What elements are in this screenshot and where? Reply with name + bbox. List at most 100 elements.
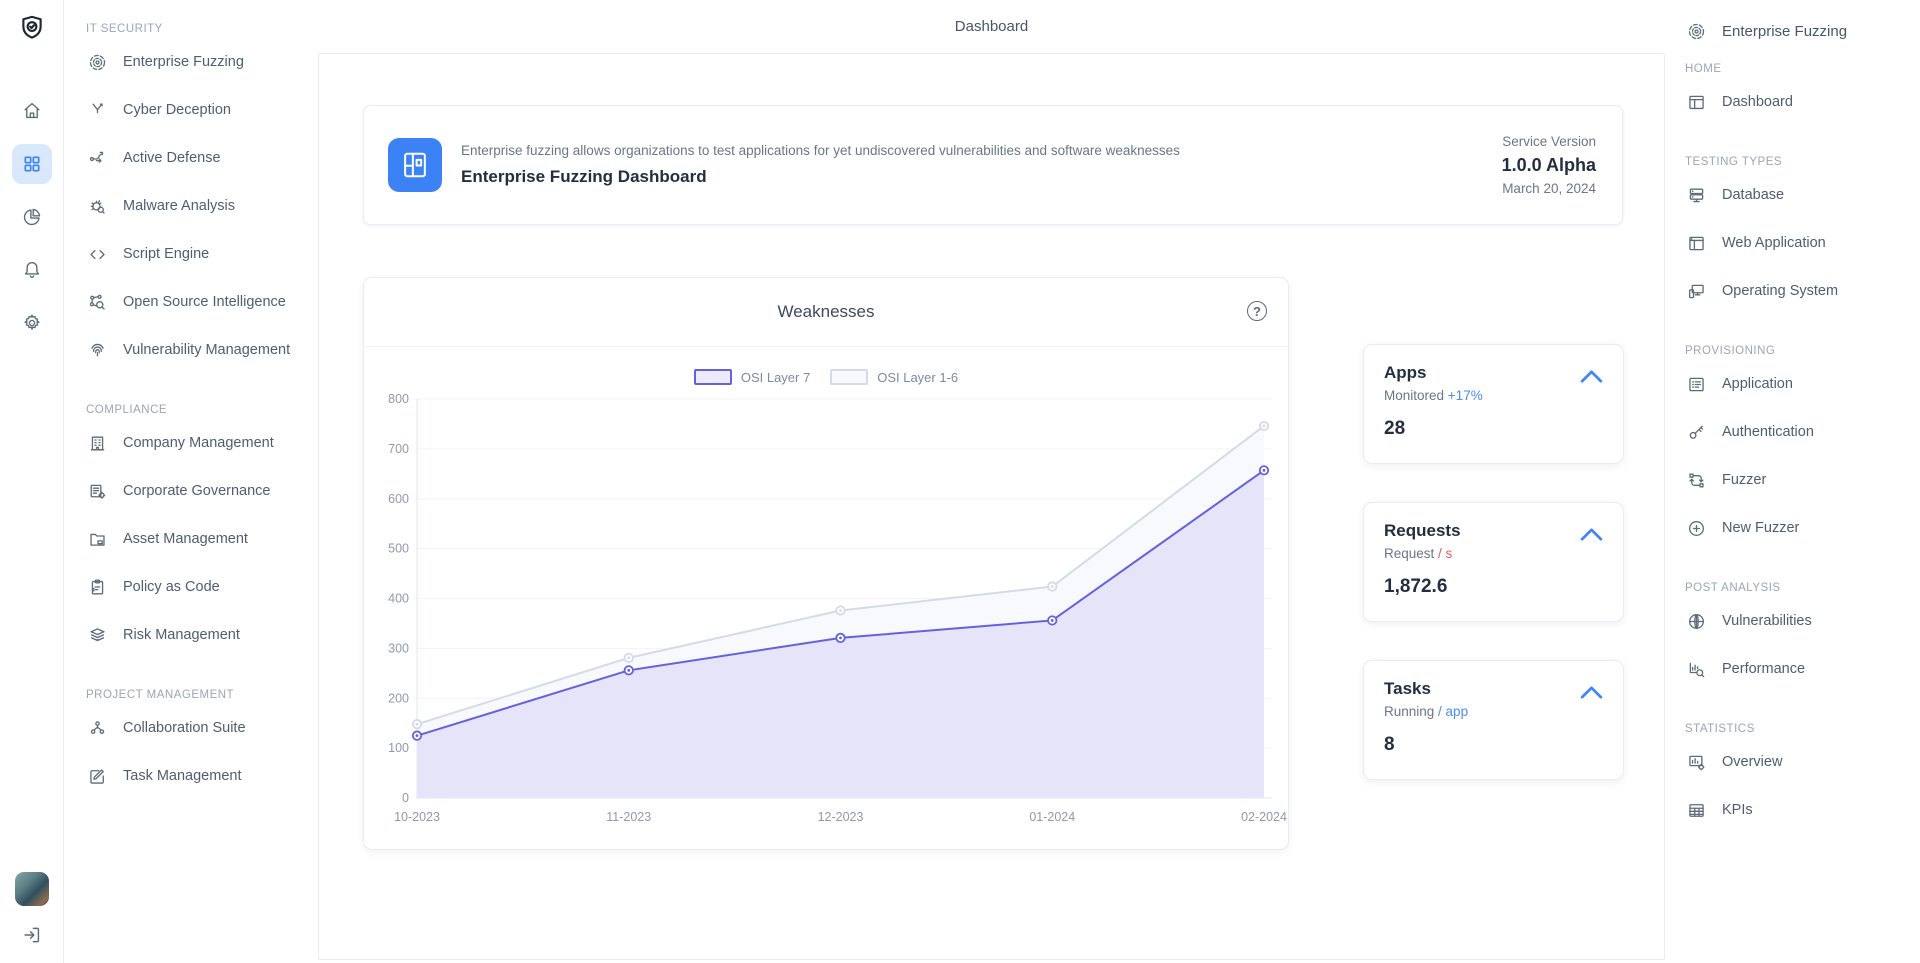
svg-text:01-2024: 01-2024 [1029, 810, 1075, 824]
stat-subtitle: Running / app [1384, 704, 1469, 719]
sidebar-item-task-management[interactable]: Task Management [86, 752, 318, 800]
sidebar-item-label: Task Management [123, 768, 242, 784]
sidebar-item-malware-analysis[interactable]: Malware Analysis [86, 182, 318, 230]
weaknesses-area-chart: 0 100 200 300 400 500 600 700 800 10-2023 11-2023 1… [388, 392, 1287, 824]
svg-text:11-2023: 11-2023 [606, 810, 651, 824]
rightnav-item-performance[interactable]: Performance [1685, 645, 1920, 693]
user-avatar[interactable] [14, 872, 49, 906]
rightnav-item-label: Vulnerabilities [1722, 613, 1812, 629]
fork-icon [86, 99, 108, 121]
rightnav-item-web-application[interactable]: Web Application [1685, 219, 1920, 267]
svg-text:200: 200 [388, 691, 409, 705]
svg-text:400: 400 [388, 592, 409, 606]
netsearch-icon [86, 291, 108, 313]
listbox-icon [1685, 373, 1707, 395]
database-icon [1685, 184, 1707, 206]
legend-item-osi-layer-1-6[interactable]: OSI Layer 1-6 [830, 369, 958, 385]
header-card: Enterprise fuzzing allows organizations … [363, 105, 1623, 225]
stat-cards-column: Apps Monitored +17% 28 Requests Request / s 1… [1363, 277, 1624, 850]
svg-text:100: 100 [388, 741, 409, 755]
layout-icon [1685, 91, 1707, 113]
rail-grid-icon[interactable] [11, 144, 52, 184]
rightnav-item-kpis[interactable]: KPIs [1685, 786, 1920, 834]
sidebar-item-label: Cyber Deception [123, 102, 231, 118]
rightnav-item-label: Fuzzer [1722, 472, 1767, 488]
rightnav-item-label: Performance [1722, 661, 1806, 677]
brand[interactable]: Enterprise Fuzzing [1685, 10, 1920, 52]
layers-icon [86, 624, 108, 646]
help-icon[interactable]: ? [1247, 301, 1267, 321]
right-sidebar: Enterprise Fuzzing HOME Dashboard TESTING … [1665, 0, 1920, 963]
legend-item-osi-layer-7[interactable]: OSI Layer 7 [693, 369, 811, 385]
sidebar-item-script-engine[interactable]: Script Engine [86, 230, 318, 278]
sidebar-item-label: Enterprise Fuzzing [123, 54, 244, 70]
sidebar-item-asset-management[interactable]: Asset Management [86, 515, 318, 563]
stat-card-requests[interactable]: Requests Request / s 1,872.6 [1363, 502, 1624, 622]
sidebar-item-label: Collaboration Suite [123, 720, 246, 736]
rightnav-section-provisioning: PROVISIONING [1685, 345, 1776, 357]
service-version-label: Service Version [1502, 134, 1596, 149]
rightnav-item-dashboard[interactable]: Dashboard [1685, 78, 1920, 126]
sidebar-item-label: Corporate Governance [123, 483, 271, 499]
sidebar-item-active-defense[interactable]: Active Defense [86, 134, 318, 182]
rightnav-item-new-fuzzer[interactable]: New Fuzzer [1685, 504, 1920, 552]
legend-label: OSI Layer 7 [740, 369, 811, 385]
right-nav: HOME Dashboard TESTING TYPES Database Web Ap… [1685, 60, 1920, 834]
icon-rail [0, 0, 64, 963]
stat-card-apps[interactable]: Apps Monitored +17% 28 [1363, 344, 1624, 464]
rightnav-item-application[interactable]: Application [1685, 360, 1920, 408]
sidebar-item-corporate-governance[interactable]: Corporate Governance [86, 467, 318, 515]
sidebar-item-collaboration-suite[interactable]: Collaboration Suite [86, 704, 318, 752]
sidebar-item-label: Active Defense [123, 150, 221, 166]
sidebar-section-project-management: PROJECT MANAGEMENT [86, 689, 235, 701]
sidebar-item-cyber-deception[interactable]: Cyber Deception [86, 86, 318, 134]
chevron-up-icon[interactable] [1579, 685, 1604, 705]
rightnav-item-operating-system[interactable]: Operating System [1685, 267, 1920, 315]
left-sidebar: IT SECURITY Enterprise Fuzzing Cyber Decep… [64, 0, 318, 963]
chevron-up-icon[interactable] [1579, 527, 1604, 547]
stat-title: Apps [1384, 363, 1427, 382]
header-card-description: Enterprise fuzzing allows organizations … [461, 143, 1180, 158]
main-content: Dashboard Enterprise fuzzing allows orga… [318, 0, 1665, 963]
sidebar-item-risk-management[interactable]: Risk Management [86, 611, 318, 659]
rail-bottom [14, 872, 49, 949]
rightnav-item-label: Application [1722, 376, 1793, 392]
rail-home-icon[interactable] [12, 91, 52, 131]
stat-subtitle: Request / s [1384, 546, 1453, 561]
svg-text:600: 600 [388, 492, 409, 506]
target-icon [86, 51, 108, 73]
rightnav-item-vulnerabilities[interactable]: Vulnerabilities [1685, 597, 1920, 645]
rightnav-item-label: Overview [1722, 754, 1783, 770]
rightnav-section-post-analysis: POST ANALYSIS [1685, 582, 1781, 594]
sidebar-item-vulnerability-management[interactable]: Vulnerability Management [86, 326, 318, 374]
sidebar-item-open-source-intelligence[interactable]: Open Source Intelligence [86, 278, 318, 326]
chevron-up-icon[interactable] [1579, 369, 1604, 389]
stat-value: 1,872.6 [1384, 576, 1448, 597]
stat-title: Requests [1384, 521, 1461, 540]
rightnav-item-fuzzer[interactable]: Fuzzer [1685, 456, 1920, 504]
sidebar-item-company-management[interactable]: Company Management [86, 419, 318, 467]
stat-card-tasks[interactable]: Tasks Running / app 8 [1363, 660, 1624, 780]
window-icon [1685, 232, 1707, 254]
sidebar-item-enterprise-fuzzing[interactable]: Enterprise Fuzzing [86, 38, 318, 86]
chartbox-icon [1685, 751, 1707, 773]
rail-pie-icon[interactable] [12, 197, 52, 237]
rail-bell-icon[interactable] [12, 250, 52, 290]
logout-icon[interactable] [21, 924, 43, 949]
app-logo-shield-icon[interactable] [17, 13, 47, 48]
rightnav-item-database[interactable]: Database [1685, 171, 1920, 219]
stat-value: 28 [1384, 418, 1406, 439]
rightnav-item-overview[interactable]: Overview [1685, 738, 1920, 786]
listgear-icon [86, 480, 108, 502]
fuzzing-target-icon [1685, 20, 1707, 42]
sidebar-item-policy-as-code[interactable]: Policy as Code [86, 563, 318, 611]
rail-gear-icon[interactable] [12, 303, 52, 343]
sidebar-item-label: Malware Analysis [123, 198, 236, 214]
chart-legend: OSI Layer 7 OSI Layer 1-6 [364, 369, 1288, 385]
pluscircle-icon [1685, 517, 1707, 539]
rightnav-item-authentication[interactable]: Authentication [1685, 408, 1920, 456]
rail-icon-group [11, 78, 52, 356]
svg-text:300: 300 [388, 641, 409, 655]
